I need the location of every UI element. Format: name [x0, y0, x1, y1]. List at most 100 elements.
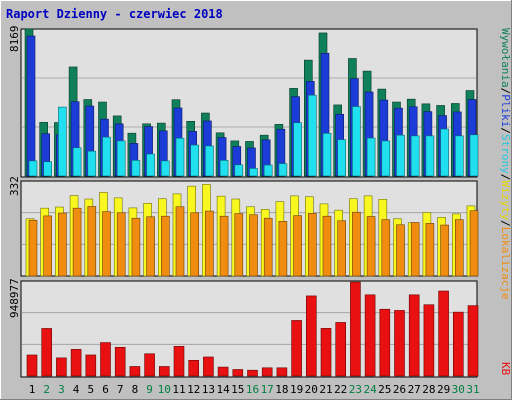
- bar-strony-day-31: [469, 134, 479, 177]
- legend-segment: Pliki: [499, 94, 512, 127]
- bar-kb-day-8: [129, 366, 141, 377]
- bar-lokalizacje-day-5: [87, 206, 97, 277]
- day-label: 6: [102, 383, 109, 396]
- day-label: 18: [275, 383, 288, 396]
- legend-segment: Strony: [499, 134, 512, 174]
- bar-strony-day-15: [234, 164, 244, 177]
- bar-lokalizacje-day-15: [234, 213, 244, 277]
- panel-3-ymax-label: 948977: [8, 278, 21, 318]
- bar-lokalizacje-day-7: [116, 212, 126, 277]
- legend-segment: Wizyty: [499, 180, 512, 220]
- bar-lokalizacje-day-21: [322, 215, 332, 277]
- bar-kb-day-18: [276, 367, 288, 377]
- bar-lokalizacje-day-14: [219, 215, 229, 277]
- panel-1-bars: [24, 28, 479, 177]
- legend-segment: /: [499, 127, 512, 134]
- bar-kb-day-7: [114, 346, 126, 377]
- bar-kb-day-27: [408, 294, 420, 377]
- legend-segment: /: [499, 88, 512, 95]
- bar-kb-day-29: [438, 290, 449, 377]
- day-label: 13: [202, 383, 215, 396]
- bar-strony-day-24: [366, 137, 376, 177]
- bar-strony-day-22: [337, 139, 347, 177]
- bar-lokalizacje-day-10: [161, 215, 170, 277]
- bar-lokalizacje-day-25: [381, 219, 391, 277]
- bar-lokalizacje-day-1: [28, 219, 38, 277]
- day-label: 15: [231, 383, 244, 396]
- day-label: 24: [363, 383, 377, 396]
- bar-lokalizacje-day-26: [396, 224, 405, 277]
- bar-strony-day-19: [293, 122, 302, 177]
- bar-kb-day-10: [159, 366, 170, 377]
- bar-lokalizacje-day-22: [337, 220, 347, 277]
- bar-lokalizacje-day-29: [440, 224, 449, 277]
- legend-segment: /: [499, 220, 512, 227]
- day-label: 5: [87, 383, 94, 396]
- bar-kb-day-28: [423, 304, 435, 377]
- bar-lokalizacje-day-18: [278, 221, 288, 277]
- bar-strony-day-13: [205, 145, 214, 177]
- day-label: 17: [261, 383, 274, 396]
- bar-strony-day-7: [116, 140, 126, 177]
- bar-kb-day-20: [305, 295, 317, 377]
- bar-strony-day-21: [322, 133, 332, 177]
- bar-kb-day-16: [247, 369, 258, 377]
- day-label: 21: [319, 383, 332, 396]
- bar-kb-day-15: [232, 369, 244, 377]
- bar-kb-day-4: [70, 349, 82, 377]
- bar-lokalizacje-day-20: [307, 213, 317, 277]
- day-label: 3: [58, 383, 65, 396]
- bar-strony-day-16: [249, 168, 258, 177]
- bar-kb-day-23: [350, 281, 361, 377]
- bar-kb-day-26: [394, 310, 405, 377]
- bar-strony-day-27: [410, 135, 420, 177]
- panel-kilobytes: 948977: [8, 278, 479, 378]
- day-label: 12: [187, 383, 200, 396]
- bar-strony-day-17: [263, 164, 273, 177]
- bar-kb-day-11: [173, 346, 185, 377]
- chart-title: Raport Dzienny - czerwiec 2018: [6, 7, 223, 21]
- bar-lokalizacje-day-8: [131, 217, 141, 277]
- bar-kb-day-12: [188, 359, 199, 377]
- day-label: 11: [172, 383, 185, 396]
- bar-strony-day-11: [175, 137, 185, 177]
- day-label: 7: [117, 383, 124, 396]
- bar-strony-day-10: [161, 160, 170, 177]
- bar-lokalizacje-day-19: [293, 215, 302, 277]
- day-label: 19: [290, 383, 303, 396]
- bar-pliki-day-1: [26, 35, 36, 177]
- legend-segment: /: [499, 174, 512, 181]
- day-label: 26: [393, 383, 406, 396]
- bar-lokalizacje-day-31: [469, 210, 479, 277]
- right-legend-kb: KB: [499, 362, 512, 376]
- legend-segment: Wywołania: [499, 28, 512, 88]
- bar-strony-day-2: [43, 161, 53, 177]
- bar-kb-day-14: [217, 366, 229, 377]
- day-label: 16: [246, 383, 259, 396]
- day-label: 30: [452, 383, 465, 396]
- bar-kb-day-30: [452, 311, 464, 377]
- x-axis-day-labels: 1 2 3 4 5 6 7 8 9 10 11 12 13 14 15 16 17 18 19 20 21 22 23 24 2…: [29, 383, 480, 396]
- panel-1-ymax-label: 8169: [8, 26, 21, 53]
- bar-kb-day-22: [335, 322, 347, 377]
- bar-kb-day-21: [320, 328, 332, 377]
- bar-kb-day-2: [41, 328, 53, 377]
- day-label: 2: [43, 383, 50, 396]
- bar-lokalizacje-day-24: [366, 216, 376, 277]
- bar-lokalizacje-day-27: [410, 222, 420, 277]
- bar-lokalizacje-day-23: [352, 211, 361, 277]
- bar-lokalizacje-day-9: [146, 216, 155, 277]
- day-label: 29: [437, 383, 450, 396]
- panel-visits-sites: 332: [8, 176, 479, 277]
- bar-strony-day-30: [454, 135, 464, 177]
- panel-2-bars: [25, 184, 479, 277]
- day-label: 9: [146, 383, 153, 396]
- panel-2-ymax-label: 332: [8, 176, 21, 196]
- day-label: 1: [29, 383, 36, 396]
- bar-strony-day-28: [425, 135, 435, 177]
- bar-kb-day-1: [26, 354, 38, 377]
- bar-strony-day-4: [72, 147, 82, 177]
- bar-lokalizacje-day-30: [454, 219, 464, 277]
- bar-kb-day-19: [291, 320, 302, 377]
